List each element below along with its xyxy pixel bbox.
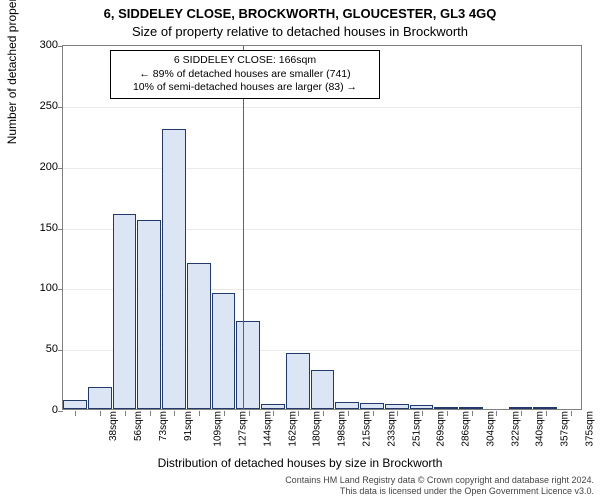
histogram-bar [459, 407, 483, 409]
ytick-mark [58, 46, 63, 47]
ytick-mark [58, 411, 63, 412]
histogram-bar [63, 400, 87, 409]
xtick-label: 215sqm [362, 411, 373, 447]
xtick-mark [546, 411, 547, 416]
xtick-label: 38sqm [108, 411, 119, 441]
ytick-label: 50 [18, 343, 58, 355]
xtick-mark [150, 411, 151, 416]
xtick-mark [75, 411, 76, 416]
histogram-bar [434, 407, 458, 409]
histogram-bar [335, 402, 359, 409]
xtick-mark [249, 411, 250, 416]
xtick-label: 251sqm [411, 411, 422, 447]
footer-line1: Contains HM Land Registry data © Crown c… [285, 475, 594, 485]
xtick-mark [174, 411, 175, 416]
plot-area [62, 45, 582, 410]
ytick-label: 250 [18, 100, 58, 112]
ytick-mark [58, 350, 63, 351]
x-axis-label: Distribution of detached houses by size … [0, 456, 600, 470]
xtick-mark [447, 411, 448, 416]
xtick-mark [323, 411, 324, 416]
xtick-mark [273, 411, 274, 416]
histogram-bar [385, 404, 409, 409]
footer-line2: This data is licensed under the Open Gov… [340, 486, 594, 496]
histogram-bar [410, 405, 434, 409]
ytick-mark [58, 289, 63, 290]
xtick-label: 162sqm [287, 411, 298, 447]
chart-title-secondary: Size of property relative to detached ho… [0, 24, 600, 39]
xtick-label: 73sqm [158, 411, 169, 441]
xtick-label: 233sqm [386, 411, 397, 447]
xtick-mark [348, 411, 349, 416]
y-axis-label: Number of detached properties [5, 0, 19, 144]
xtick-mark [373, 411, 374, 416]
ytick-label: 100 [18, 282, 58, 294]
xtick-label: 127sqm [238, 411, 249, 447]
ytick-label: 150 [18, 222, 58, 234]
xtick-label: 180sqm [312, 411, 323, 447]
annotation-line: ← 89% of detached houses are smaller (74… [117, 68, 373, 82]
xtick-label: 198sqm [337, 411, 348, 447]
xtick-label: 304sqm [485, 411, 496, 447]
ytick-mark [58, 168, 63, 169]
histogram-bar [212, 293, 236, 409]
xtick-label: 322sqm [510, 411, 521, 447]
histogram-bar [88, 387, 112, 409]
xtick-label: 109sqm [213, 411, 224, 447]
chart-title-primary: 6, SIDDELEY CLOSE, BROCKWORTH, GLOUCESTE… [0, 6, 600, 21]
xtick-mark [224, 411, 225, 416]
xtick-label: 56sqm [133, 411, 144, 441]
xtick-mark [472, 411, 473, 416]
histogram-bar [533, 407, 557, 409]
xtick-label: 340sqm [535, 411, 546, 447]
histogram-bar [509, 407, 533, 409]
footer-attribution: Contains HM Land Registry data © Crown c… [285, 475, 594, 497]
ytick-mark [58, 107, 63, 108]
ytick-label: 200 [18, 161, 58, 173]
gridline [63, 168, 581, 169]
histogram-bar [261, 404, 285, 409]
xtick-mark [199, 411, 200, 416]
xtick-mark [100, 411, 101, 416]
annotation-box: 6 SIDDELEY CLOSE: 166sqm← 89% of detache… [110, 50, 380, 99]
annotation-line: 10% of semi-detached houses are larger (… [117, 81, 373, 95]
histogram-bar [187, 263, 211, 409]
histogram-bar [311, 370, 335, 409]
histogram-bar [360, 403, 384, 409]
gridline [63, 107, 581, 108]
histogram-bar [137, 220, 161, 409]
xtick-mark [125, 411, 126, 416]
histogram-bar [236, 321, 260, 409]
ytick-mark [58, 229, 63, 230]
histogram-bar [113, 214, 137, 409]
xtick-label: 144sqm [263, 411, 274, 447]
xtick-label: 357sqm [560, 411, 571, 447]
ytick-label: 300 [18, 39, 58, 51]
ytick-label: 0 [18, 404, 58, 416]
annotation-line: 6 SIDDELEY CLOSE: 166sqm [117, 54, 373, 68]
histogram-bar [286, 353, 310, 409]
histogram-bar [162, 129, 186, 409]
xtick-label: 91sqm [183, 411, 194, 441]
xtick-label: 375sqm [584, 411, 595, 447]
xtick-label: 286sqm [461, 411, 472, 447]
xtick-label: 269sqm [436, 411, 447, 447]
reference-line [243, 46, 244, 409]
xtick-mark [571, 411, 572, 416]
